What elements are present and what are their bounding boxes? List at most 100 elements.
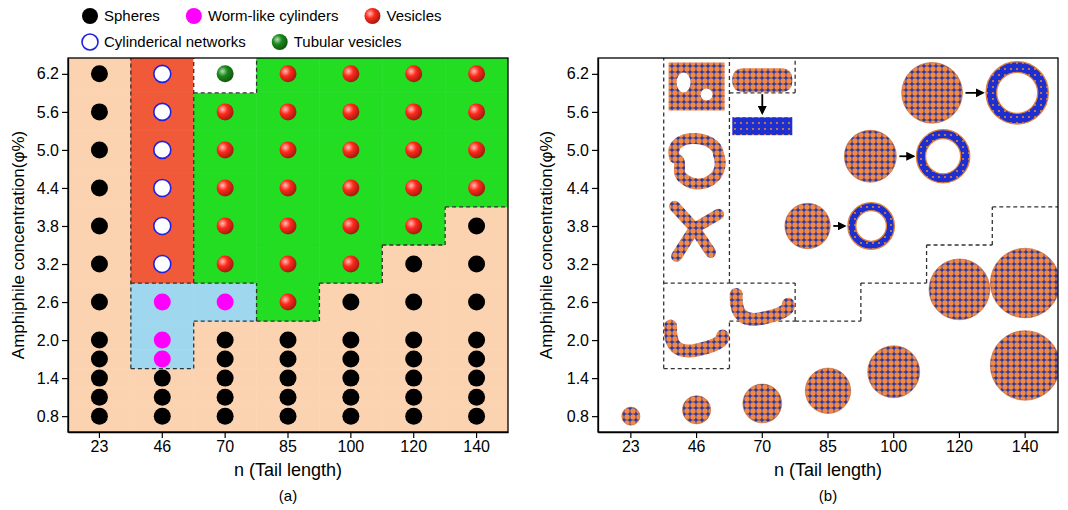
worm <box>736 294 788 319</box>
point <box>405 179 422 196</box>
tick-mark <box>1025 432 1026 438</box>
phase-region <box>257 169 320 207</box>
phase-region <box>68 245 131 283</box>
tick: 70 <box>216 432 234 455</box>
point <box>342 294 359 311</box>
phase-boundary <box>663 58 664 369</box>
network <box>675 206 719 256</box>
point <box>217 332 234 349</box>
tick-label: 6.2 <box>37 65 59 82</box>
point <box>217 65 234 82</box>
phase-region <box>257 131 320 169</box>
phase-region <box>445 131 508 169</box>
phase-region <box>68 388 131 407</box>
point <box>91 351 108 368</box>
point <box>91 65 108 82</box>
cross-section-edge <box>986 62 1048 124</box>
vesicle <box>902 62 963 123</box>
tick: 3.8 <box>37 218 68 235</box>
tick-mark <box>62 264 68 265</box>
phase-boundary <box>729 58 730 283</box>
point <box>342 103 359 120</box>
phase-region <box>382 131 445 169</box>
point <box>280 389 297 406</box>
point <box>405 351 422 368</box>
point <box>405 141 422 158</box>
tick-mark <box>62 340 68 341</box>
tick-mark <box>62 150 68 151</box>
snapshot <box>990 331 1058 401</box>
phase-region <box>319 93 382 131</box>
tick-label: 0.8 <box>37 408 59 425</box>
phase-region <box>257 407 320 432</box>
phase-region <box>194 283 257 321</box>
phase-boundary <box>444 207 445 245</box>
phase-region <box>445 388 508 407</box>
phase-region <box>319 407 382 432</box>
tick-label: 5.6 <box>567 104 589 121</box>
phase-region <box>131 388 194 407</box>
point <box>280 179 297 196</box>
phase-region <box>319 58 382 93</box>
cross-section-edge <box>916 130 969 183</box>
phase-region <box>194 58 257 93</box>
phase-region <box>68 369 131 388</box>
tick: 46 <box>688 432 706 455</box>
tick-mark <box>162 432 163 438</box>
tick: 2.6 <box>567 294 598 311</box>
tick-label: 100 <box>338 438 365 455</box>
tick-label: 23 <box>91 438 109 455</box>
phase-region <box>319 321 382 350</box>
tick-label: 23 <box>622 438 640 455</box>
axis-line <box>598 59 599 433</box>
phase-boundary <box>257 320 320 321</box>
micelle <box>990 248 1058 318</box>
phase-region <box>68 283 131 321</box>
phase-region <box>319 245 382 283</box>
phase-region <box>131 321 194 350</box>
point <box>217 408 234 425</box>
phase-region <box>68 407 131 432</box>
legend-marker <box>364 8 380 24</box>
point <box>342 332 359 349</box>
phase-boundary <box>193 58 194 283</box>
point <box>342 370 359 387</box>
figure: 234670851001201400.81.42.02.63.23.84.45.… <box>0 0 1068 510</box>
tick-mark <box>592 378 598 379</box>
cross-section-edge <box>856 211 887 242</box>
point <box>280 217 297 234</box>
tick-mark <box>592 416 598 417</box>
tick-mark <box>62 74 68 75</box>
tick-mark <box>630 432 631 438</box>
tick: 6.2 <box>567 65 598 82</box>
phase-region <box>445 169 508 207</box>
tick-mark <box>62 112 68 113</box>
point <box>91 141 108 158</box>
tick-mark <box>827 432 828 438</box>
point <box>154 389 171 406</box>
phase-region <box>131 207 194 245</box>
point <box>405 217 422 234</box>
phase-region <box>445 350 508 369</box>
plot-frame <box>68 58 508 432</box>
phase-region <box>445 207 508 245</box>
snapshot <box>929 259 990 320</box>
point <box>91 256 108 273</box>
phase-region <box>382 283 445 321</box>
point <box>91 408 108 425</box>
phase-region <box>382 321 445 350</box>
tick: 23 <box>622 432 640 455</box>
phase-region <box>194 93 257 131</box>
point <box>91 217 108 234</box>
snapshot <box>682 396 710 424</box>
tick-label: 5.0 <box>37 142 59 159</box>
legend-marker <box>186 8 202 24</box>
y-axis-title: Amphiphile concentration(φ%) <box>537 131 556 359</box>
legend-label: Worm-like cylinders <box>208 7 339 24</box>
phase-region <box>319 207 382 245</box>
snapshot <box>669 63 725 111</box>
legend-label: Spheres <box>104 7 160 24</box>
tick-label: 140 <box>463 438 490 455</box>
micelle <box>622 407 640 425</box>
tick-mark <box>592 264 598 265</box>
